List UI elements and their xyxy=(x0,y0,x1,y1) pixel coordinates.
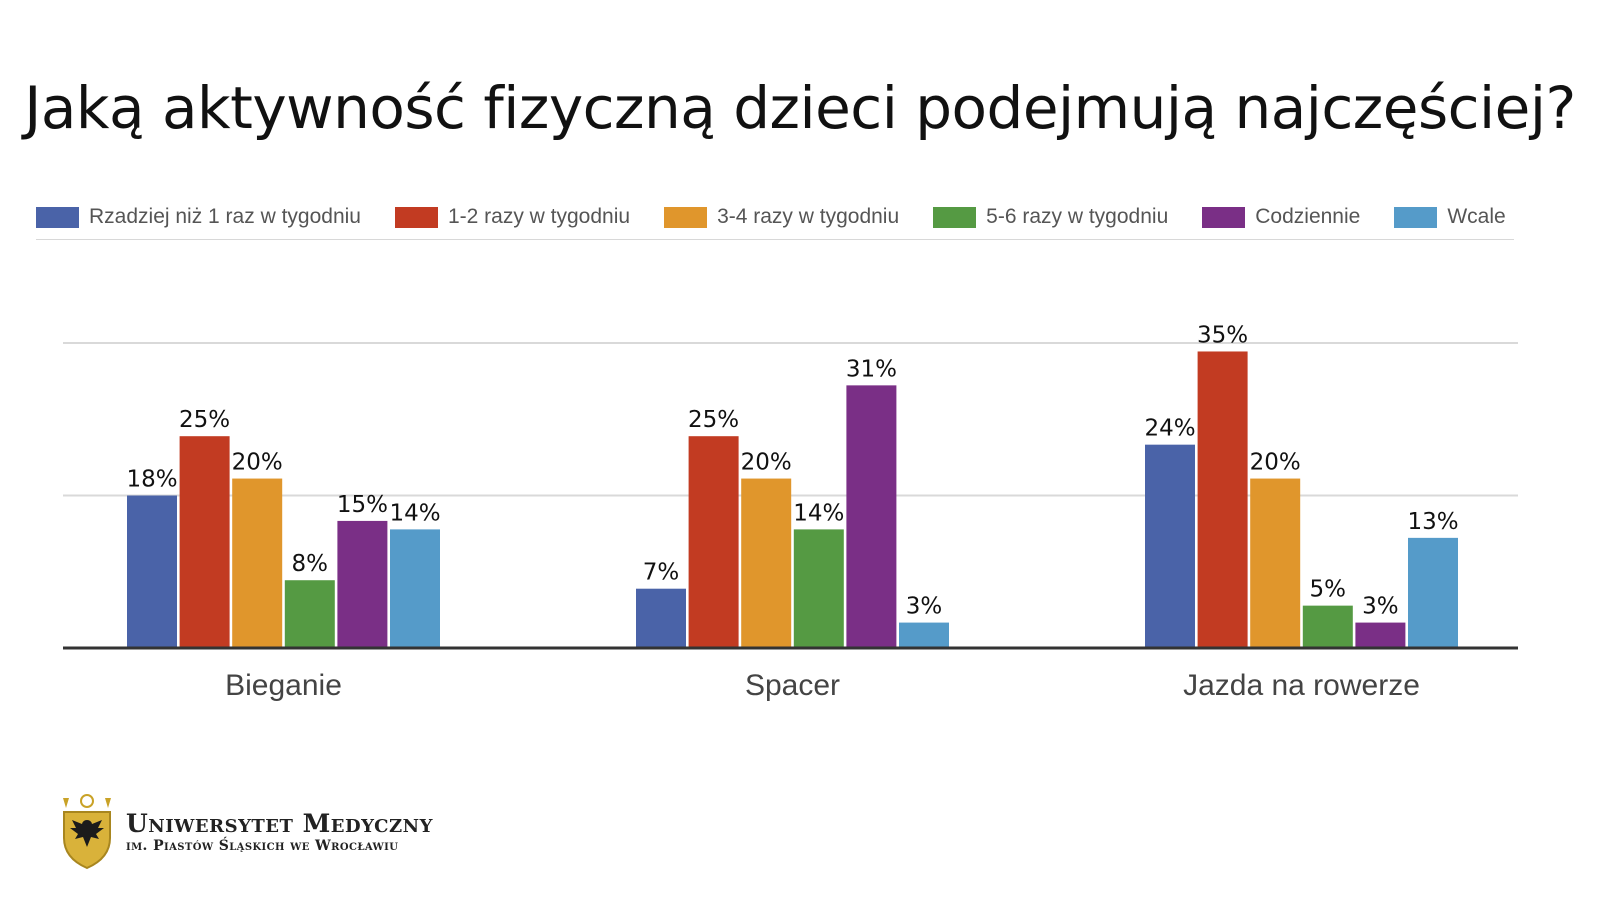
category-label: Spacer xyxy=(745,669,840,702)
data-label: 5% xyxy=(1310,577,1347,603)
data-label: 13% xyxy=(1407,509,1458,535)
logo-subtitle: im. Piastów Śląskich we Wrocławiu xyxy=(126,837,399,854)
legend-item: Wcale xyxy=(1394,205,1506,229)
page-title: Jaką aktywność fizyczną dzieci podejmują… xyxy=(24,74,1576,142)
data-label: 35% xyxy=(1197,322,1248,348)
data-label: 24% xyxy=(1144,416,1195,442)
legend-item: Codziennie xyxy=(1202,205,1360,229)
data-label: 25% xyxy=(179,407,230,433)
bar xyxy=(337,520,388,648)
logo-title: Uniwersytet Medyczny xyxy=(126,808,433,838)
data-label: 20% xyxy=(232,450,283,476)
eagle-crest-icon xyxy=(63,794,111,870)
bar xyxy=(1408,537,1458,648)
bar xyxy=(179,436,230,648)
category-label: Bieganie xyxy=(225,669,342,702)
legend-label: 3-4 razy w tygodniu xyxy=(717,205,900,228)
legend-swatch xyxy=(394,206,438,228)
bar xyxy=(1197,351,1248,648)
data-label: 25% xyxy=(688,407,739,433)
bar xyxy=(232,478,283,648)
bar xyxy=(1302,605,1353,648)
bar xyxy=(636,588,686,648)
legend-label: Codziennie xyxy=(1255,205,1361,228)
legend-swatch xyxy=(664,206,708,228)
bar xyxy=(1355,622,1406,648)
legend-item: 1-2 razy w tygodniu xyxy=(394,205,631,229)
legend-item: 5-6 razy w tygodniu xyxy=(933,205,1168,229)
data-label: 3% xyxy=(1362,594,1399,620)
data-label: 20% xyxy=(741,450,792,476)
data-label: 8% xyxy=(292,551,329,577)
bar xyxy=(127,495,177,648)
data-label: 14% xyxy=(389,500,440,526)
bar xyxy=(688,436,739,648)
bar xyxy=(284,580,335,648)
bar xyxy=(1145,444,1195,648)
data-label: 18% xyxy=(126,467,177,493)
legend-swatch xyxy=(1394,206,1438,228)
data-label: 3% xyxy=(906,594,943,620)
bar xyxy=(899,622,949,648)
category-label: Jazda na rowerze xyxy=(1183,669,1420,702)
legend-label: 1-2 razy w tygodniu xyxy=(447,205,631,228)
legend-label: Rzadziej niż 1 raz w tygodniu xyxy=(89,205,361,228)
bar xyxy=(846,385,897,648)
bar xyxy=(1250,478,1301,648)
data-label: 20% xyxy=(1250,450,1301,476)
university-logo: Uniwersytet Medyczny im. Piastów Śląskic… xyxy=(58,792,433,870)
legend-swatch xyxy=(933,206,977,228)
legend-swatch xyxy=(1202,206,1246,228)
data-label: 7% xyxy=(643,560,680,586)
legend-item: 3-4 razy w tygodniu xyxy=(664,205,899,229)
legend-swatch xyxy=(36,206,79,228)
data-label: 14% xyxy=(793,500,844,526)
chart-legend: Rzadziej niż 1 raz w tygodniu 1-2 razy w … xyxy=(36,205,1514,240)
data-label: 31% xyxy=(846,356,897,382)
bar xyxy=(793,529,844,648)
legend-item: Rzadziej niż 1 raz w tygodniu xyxy=(36,205,361,229)
legend-label: Wcale xyxy=(1447,205,1506,228)
bar xyxy=(390,529,440,648)
bar xyxy=(741,478,792,648)
legend-label: 5-6 razy w tygodniu xyxy=(986,205,1169,228)
data-label: 15% xyxy=(337,492,388,518)
